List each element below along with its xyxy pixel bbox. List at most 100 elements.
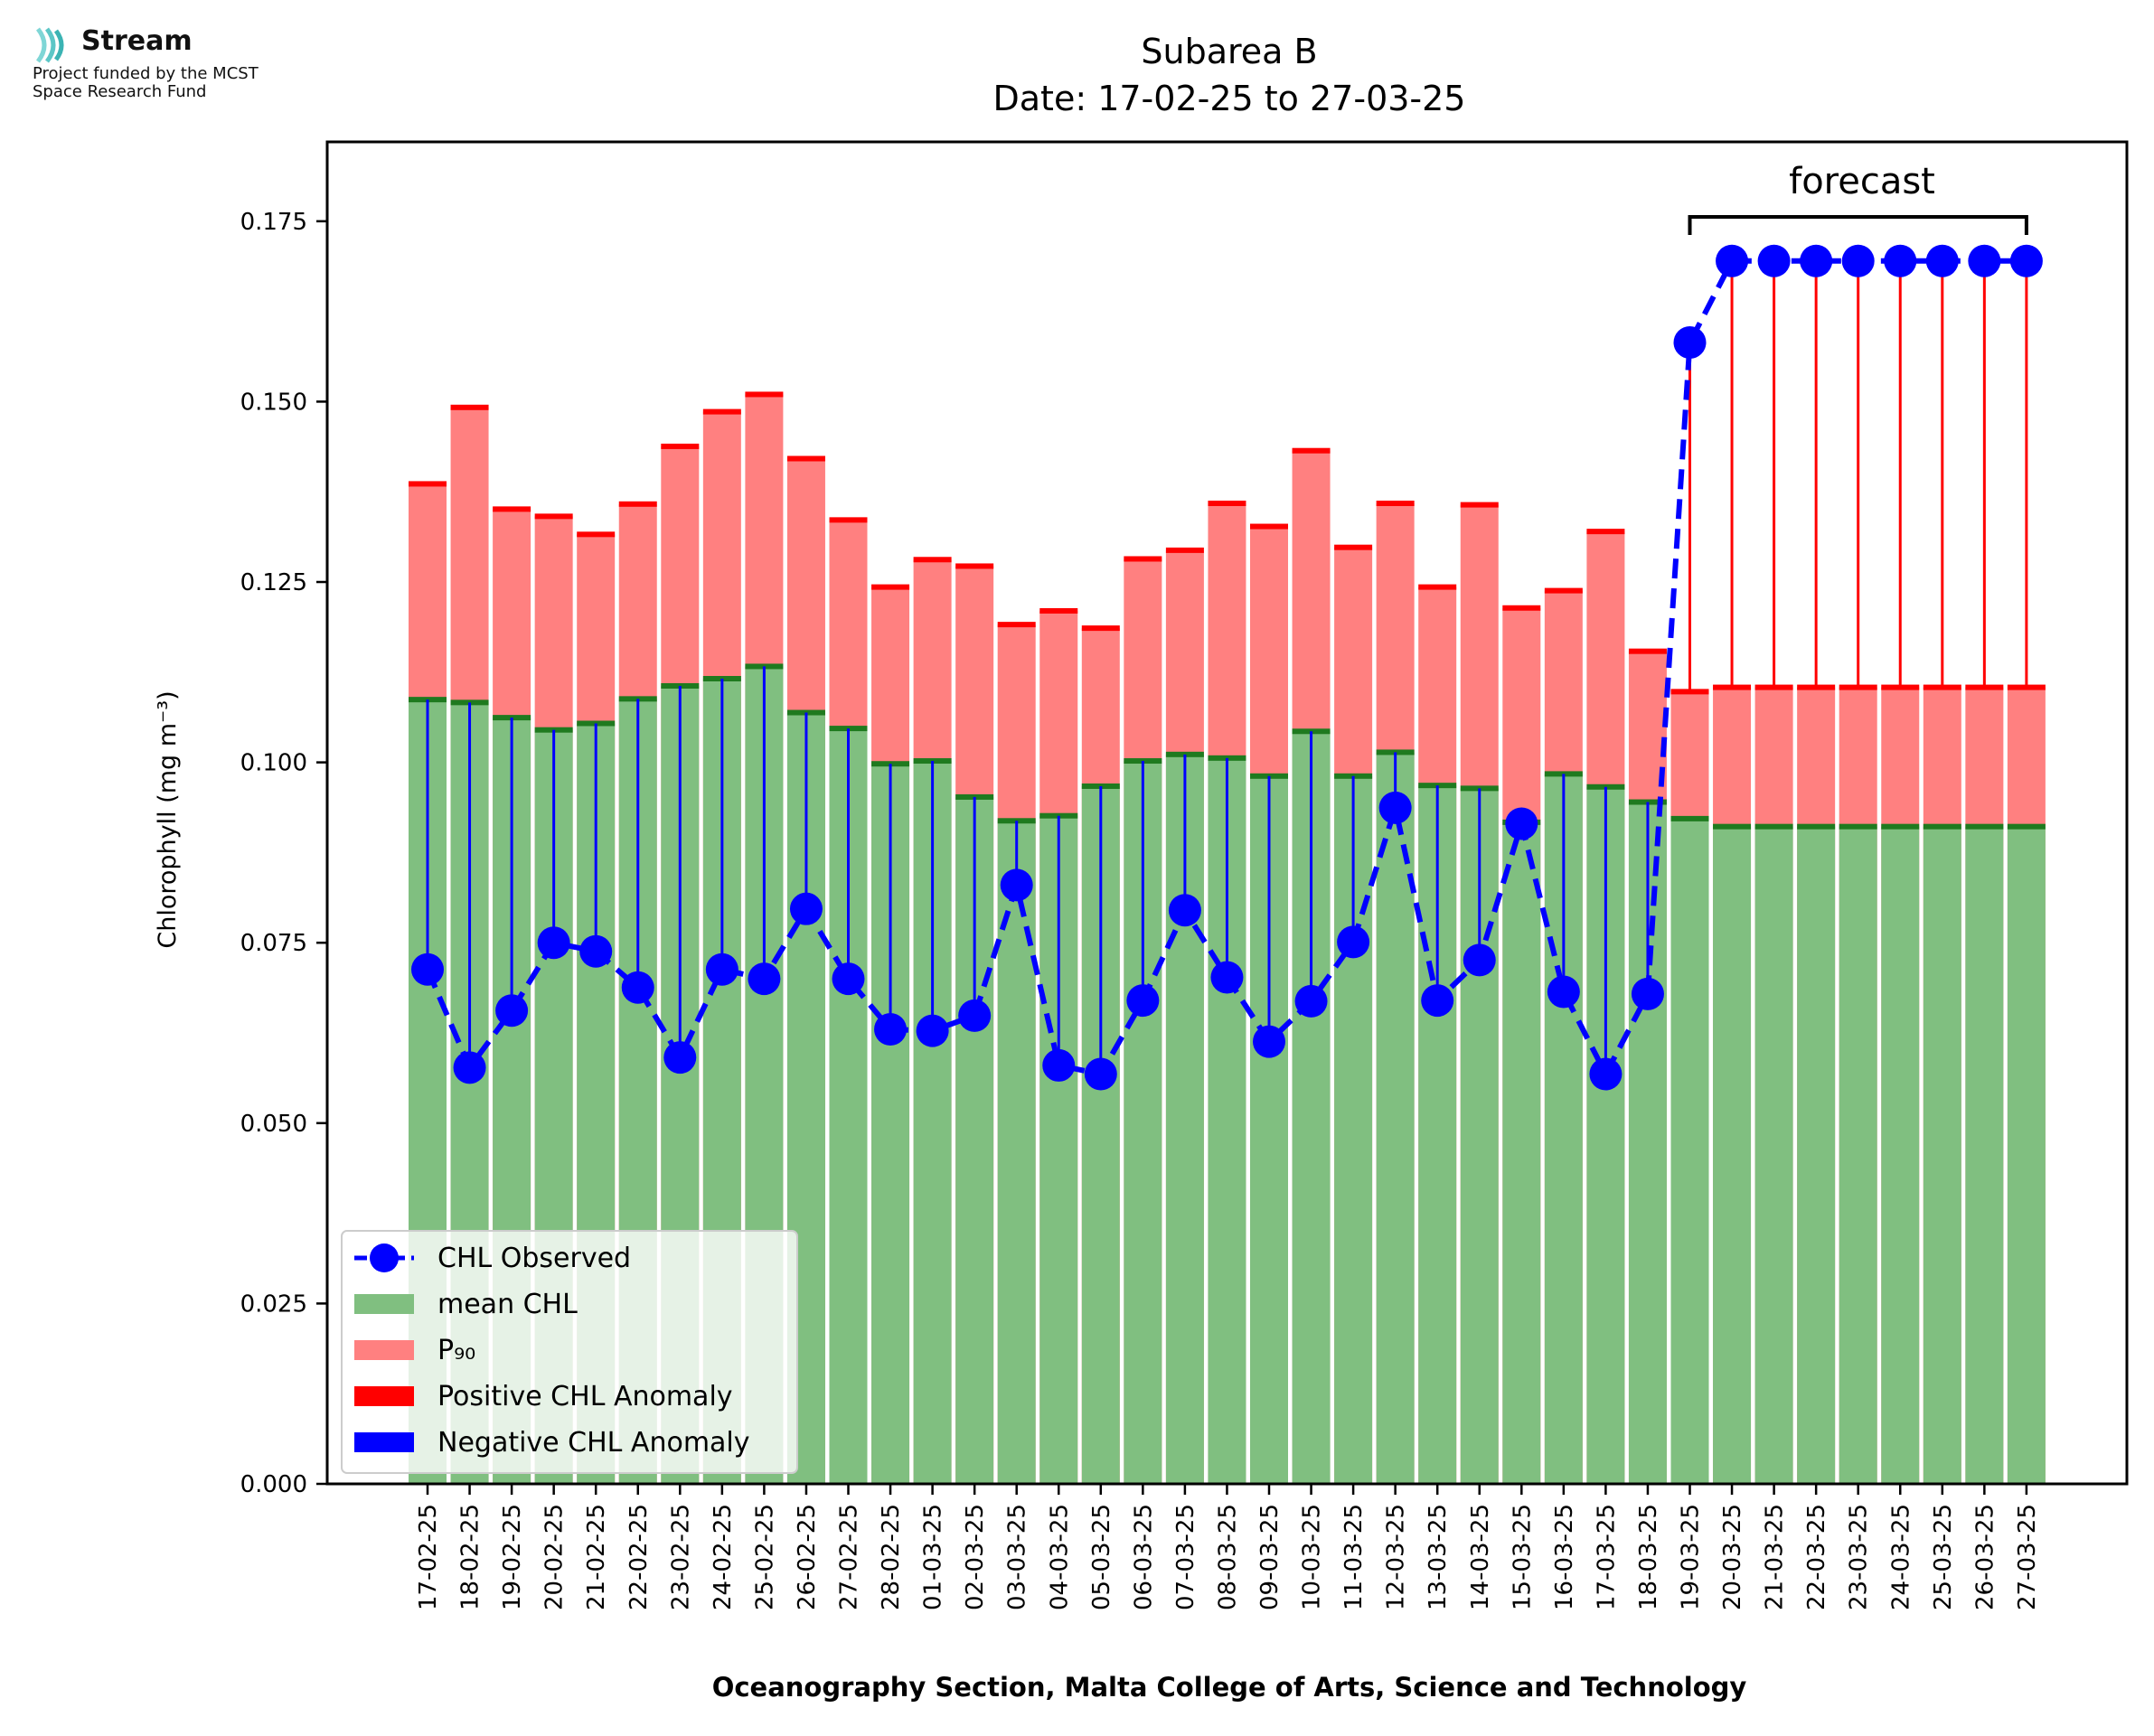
mean-bar <box>1502 821 1541 1484</box>
p90-cap <box>1250 523 1288 530</box>
x-axis-label: Oceanography Section, Malta College of A… <box>712 1672 1747 1703</box>
observed-point <box>579 934 613 968</box>
x-tick-label: 18-03-25 <box>1635 1504 1662 1610</box>
mean-bar <box>2007 826 2046 1484</box>
mean-bar <box>1839 826 1877 1484</box>
observed-point <box>1253 1025 1285 1058</box>
observed-point <box>1505 807 1538 840</box>
x-tick-label: 26-03-25 <box>1971 1504 1999 1610</box>
y-axis-label: Chlorophyll (mg m⁻³) <box>154 690 182 948</box>
stream-wave-icon <box>35 27 64 63</box>
observed-point <box>958 999 992 1032</box>
legend-box <box>341 1230 798 1474</box>
observed-point <box>495 994 529 1028</box>
observed-point <box>1210 961 1244 994</box>
legend-swatch <box>354 1386 414 1406</box>
x-tick-label: 13-03-25 <box>1425 1504 1452 1610</box>
observed-line-layer <box>411 244 2043 1091</box>
p90-cap <box>702 408 741 415</box>
chart-title-line1: Subarea B <box>1141 32 1317 71</box>
observed-point <box>1841 244 1875 277</box>
observed-point <box>1884 244 1917 277</box>
x-tick-label: 17-03-25 <box>1593 1504 1620 1610</box>
observed-point <box>411 952 444 986</box>
mean-bar <box>1670 818 1709 1484</box>
p90-cap <box>577 531 616 538</box>
x-tick-label: 22-02-25 <box>626 1504 653 1610</box>
x-tick-label: 06-03-25 <box>1130 1504 1157 1610</box>
p90-cap <box>534 513 573 520</box>
chart-title-line2: Date: 17-02-25 to 27-03-25 <box>993 79 1466 118</box>
x-tick-label: 25-02-25 <box>751 1504 778 1610</box>
x-tick-label: 23-03-25 <box>1846 1504 1873 1610</box>
observed-point <box>1631 977 1664 1010</box>
y-tick-label: 0.100 <box>240 750 307 777</box>
p90-cap <box>409 481 447 487</box>
p90-cap <box>1418 584 1457 590</box>
y-tick-label: 0.150 <box>240 389 307 416</box>
mean-cap <box>1754 823 1793 830</box>
mean-bar <box>1881 826 1920 1484</box>
x-tick-label: 09-03-25 <box>1256 1504 1284 1610</box>
observed-point <box>537 926 570 960</box>
observed-point <box>874 1013 908 1046</box>
p90-cap <box>913 557 952 563</box>
mean-cap <box>1881 823 1920 830</box>
x-tick-label: 21-03-25 <box>1762 1504 1789 1610</box>
x-tick-label: 25-03-25 <box>1930 1504 1957 1610</box>
mean-cap <box>1839 823 1877 830</box>
observed-point <box>2009 244 2043 277</box>
p90-cap <box>1376 500 1415 506</box>
observed-point <box>663 1041 697 1074</box>
legend: CHL Observed mean CHL P₉₀ Positive CHL Anom… <box>341 1230 798 1474</box>
x-tick-label: 08-03-25 <box>1214 1504 1241 1610</box>
x-tick-label: 23-02-25 <box>667 1504 694 1610</box>
forecast-annotation: forecast <box>1789 161 1935 202</box>
forecast-bracket <box>1688 215 2028 235</box>
x-tick-label: 26-02-25 <box>794 1504 821 1610</box>
x-tick-label: 18-02-25 <box>457 1504 484 1610</box>
x-tick-label: 03-03-25 <box>1004 1504 1031 1610</box>
legend-label: Positive CHL Anomaly <box>437 1381 733 1412</box>
legend-label: CHL Observed <box>437 1243 631 1274</box>
p90-cap <box>1544 587 1583 594</box>
logo-tagline: Project funded by the MCST Space Researc… <box>33 65 394 101</box>
x-tick-label: 07-03-25 <box>1172 1504 1199 1610</box>
observed-point <box>1337 925 1370 959</box>
observed-point <box>621 971 654 1004</box>
y-tick-label: 0.125 <box>240 569 307 596</box>
observed-point <box>1925 244 1959 277</box>
x-tick-label: 21-02-25 <box>583 1504 610 1610</box>
observed-point <box>1716 244 1749 277</box>
observed-point <box>1547 975 1580 1009</box>
observed-point <box>1042 1048 1076 1082</box>
observed-point <box>1421 984 1454 1018</box>
logo-tagline-line2: Space Research Fund <box>33 82 207 101</box>
observed-point <box>1168 894 1201 927</box>
legend-label: P₉₀ <box>437 1335 475 1366</box>
x-tick-label: 19-03-25 <box>1678 1504 1705 1610</box>
y-tick-label: 0.025 <box>240 1290 307 1318</box>
legend-label: Negative CHL Anomaly <box>437 1427 750 1459</box>
x-tick-label: 20-02-25 <box>541 1504 569 1610</box>
x-tick-label: 16-03-25 <box>1551 1504 1578 1610</box>
observed-point <box>916 1014 949 1047</box>
legend-swatch-marker <box>370 1243 399 1272</box>
p90-cap <box>493 506 531 512</box>
x-tick-label: 22-03-25 <box>1803 1504 1830 1610</box>
chart-text-layer: Subarea B Date: 17-02-25 to 27-03-25 Oce… <box>154 32 1935 1703</box>
observed-point <box>1126 984 1160 1018</box>
observed-point <box>1378 791 1412 824</box>
p90-cap <box>1460 502 1499 508</box>
p90-cap <box>1124 556 1162 562</box>
observed-point <box>789 892 823 925</box>
anomaly-stems-layer <box>426 260 2028 1074</box>
mean-cap <box>1670 815 1709 821</box>
p90-cap <box>1039 607 1078 614</box>
observed-point <box>1294 984 1328 1018</box>
x-tick-label: 10-03-25 <box>1299 1504 1326 1610</box>
x-tick-label: 14-03-25 <box>1467 1504 1494 1610</box>
observed-point <box>1800 244 1833 277</box>
x-tick-label: 15-03-25 <box>1509 1504 1536 1610</box>
p90-cap <box>1208 500 1246 506</box>
